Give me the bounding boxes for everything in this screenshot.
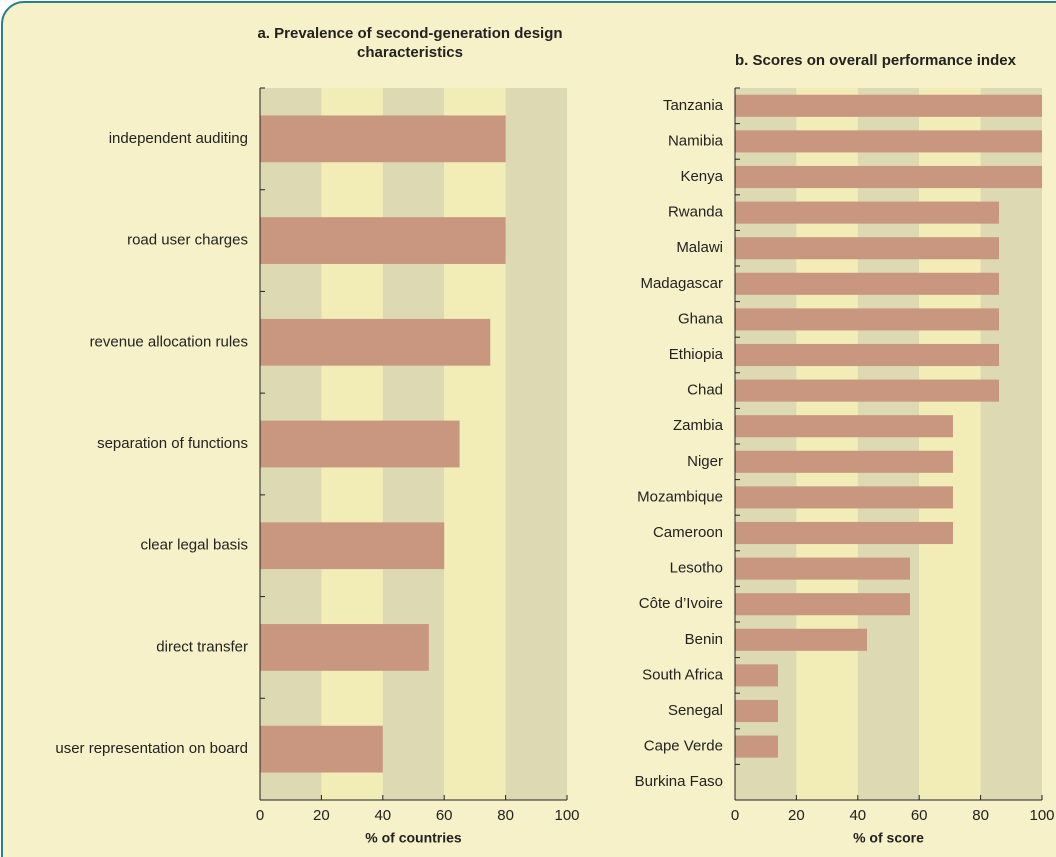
y-tick-label: revenue allocation rules <box>90 333 248 350</box>
bar <box>735 201 1000 224</box>
chart-title: a. Prevalence of second-generation desig… <box>257 25 563 61</box>
bar <box>260 725 383 773</box>
bar <box>735 593 910 616</box>
bar <box>735 450 953 473</box>
bar <box>735 165 1042 189</box>
bar <box>735 628 868 651</box>
band <box>857 88 920 800</box>
x-tick-label: 0 <box>731 807 739 824</box>
bar <box>735 94 1042 117</box>
y-tick-label: Côte d’Ivoire <box>639 595 723 612</box>
x-tick-label: 40 <box>849 807 866 824</box>
bar <box>735 343 1000 367</box>
band <box>505 88 567 800</box>
bar <box>260 115 506 163</box>
y-tick-label: Tanzania <box>663 97 724 114</box>
y-tick-label: separation of functions <box>97 435 248 452</box>
y-tick-label: direct transfer <box>156 638 248 655</box>
y-tick-label: Zambia <box>673 417 724 434</box>
x-tick-label: 0 <box>256 807 264 824</box>
y-tick-label: South Africa <box>642 666 724 683</box>
bar <box>735 415 953 438</box>
x-tick-label: 60 <box>911 807 928 824</box>
bar <box>735 699 778 723</box>
bar <box>260 420 460 468</box>
chart-title: b. Scores on overall performance index <box>735 52 1016 69</box>
y-tick-label: road user charges <box>127 232 248 249</box>
bar <box>735 237 1000 260</box>
bar <box>260 624 429 671</box>
y-tick-label: clear legal basis <box>140 537 248 554</box>
bar <box>735 308 1000 331</box>
x-tick-label: 100 <box>1029 807 1054 824</box>
bar <box>260 522 445 570</box>
y-tick-label: independent auditing <box>109 130 248 147</box>
bar <box>260 217 506 264</box>
y-tick-label: Mozambique <box>637 488 723 505</box>
band <box>735 88 797 800</box>
y-tick-label: Burkina Faso <box>635 773 723 790</box>
bar <box>735 486 953 509</box>
y-tick-label: Benin <box>685 631 723 648</box>
y-tick-label: Senegal <box>668 702 723 719</box>
bar <box>735 521 953 545</box>
bar <box>735 664 778 687</box>
x-tick-label: 80 <box>972 807 989 824</box>
y-tick-label: Chad <box>687 382 723 399</box>
bar <box>735 557 910 580</box>
x-tick-label: 20 <box>788 807 805 824</box>
x-tick-label: 60 <box>436 807 453 824</box>
x-axis-label: % of score <box>853 830 924 846</box>
bar <box>260 318 491 366</box>
x-tick-label: 20 <box>313 807 330 824</box>
y-tick-label: Kenya <box>680 168 723 185</box>
bar <box>735 379 1000 402</box>
y-tick-label: Ghana <box>678 310 724 327</box>
y-tick-label: Madagascar <box>640 275 723 292</box>
band <box>796 88 858 800</box>
y-tick-label: Cameroon <box>653 524 723 541</box>
x-tick-label: 100 <box>554 807 579 824</box>
band <box>919 88 981 800</box>
bar <box>735 130 1042 153</box>
x-tick-label: 80 <box>497 807 514 824</box>
y-tick-label: Rwanda <box>668 204 724 221</box>
band <box>980 88 1042 800</box>
y-tick-label: Namibia <box>668 132 724 149</box>
x-axis-label: % of countries <box>365 830 462 846</box>
y-tick-label: Ethiopia <box>669 346 724 363</box>
y-tick-label: user representation on board <box>55 740 248 757</box>
y-tick-label: Cape Verde <box>644 738 723 755</box>
y-tick-label: Malawi <box>676 239 723 256</box>
y-tick-label: Niger <box>687 453 723 470</box>
y-tick-label: Lesotho <box>670 560 723 577</box>
x-tick-label: 40 <box>374 807 391 824</box>
bar <box>735 272 1000 295</box>
bar <box>735 735 778 758</box>
